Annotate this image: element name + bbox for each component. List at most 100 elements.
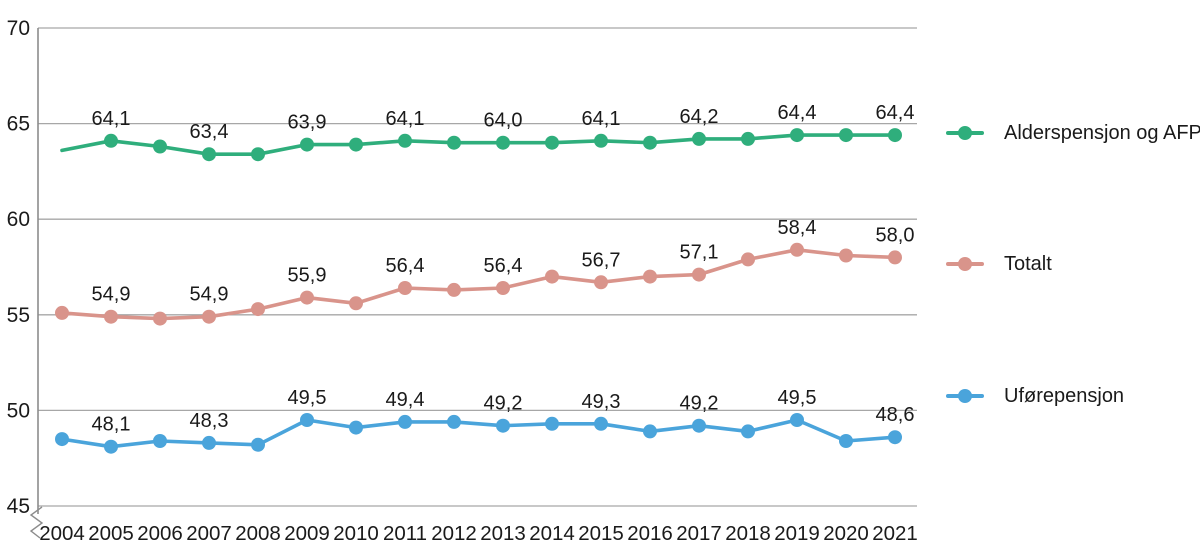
series-line-uf-repensjon xyxy=(60,418,897,449)
data-point-label: 64,1 xyxy=(582,108,621,130)
x-axis-tick-label: 2010 xyxy=(333,522,379,545)
data-point xyxy=(104,133,118,148)
x-axis-tick-label: 2021 xyxy=(872,522,918,545)
data-point xyxy=(839,128,853,143)
data-point-label: 64,4 xyxy=(778,102,817,124)
data-point xyxy=(202,435,216,450)
x-axis-tick-label: 2015 xyxy=(578,522,624,545)
data-point-label: 58,4 xyxy=(778,217,817,239)
data-point xyxy=(202,309,216,324)
data-point xyxy=(692,418,706,433)
data-point xyxy=(447,135,461,150)
data-point xyxy=(790,128,804,143)
data-point xyxy=(839,248,853,263)
data-point xyxy=(251,437,265,452)
data-point xyxy=(790,413,804,427)
data-point xyxy=(300,137,314,152)
data-point xyxy=(496,281,510,295)
data-point xyxy=(300,413,314,427)
data-point xyxy=(643,269,657,284)
data-point xyxy=(692,267,706,282)
axis-break-icon xyxy=(29,506,44,539)
data-point xyxy=(888,430,902,445)
data-point-label: 64,0 xyxy=(484,110,523,132)
data-point-label: 58,0 xyxy=(876,224,915,246)
data-point xyxy=(251,147,265,162)
x-axis-tick-label: 2008 xyxy=(235,522,281,545)
data-point-label: 54,9 xyxy=(190,284,229,306)
x-axis-tick-label: 2016 xyxy=(627,522,673,545)
x-axis-tick-label: 2012 xyxy=(431,522,477,545)
series-line-alderspensjon-og-afp xyxy=(60,133,897,156)
data-point xyxy=(153,139,167,154)
x-axis-tick-label: 2020 xyxy=(823,522,869,545)
data-point xyxy=(643,424,657,439)
data-point-label: 49,4 xyxy=(386,389,425,411)
data-point xyxy=(545,269,559,284)
data-point xyxy=(839,434,853,448)
data-point-label: 64,2 xyxy=(680,106,719,128)
y-axis-tick-label: 45 xyxy=(7,495,30,518)
data-point-label: 56,7 xyxy=(582,249,621,271)
data-point-label: 57,1 xyxy=(680,242,719,264)
data-point xyxy=(202,147,216,162)
data-point xyxy=(349,420,363,435)
data-point xyxy=(398,133,412,148)
data-point xyxy=(741,424,755,439)
data-point-label: 64,4 xyxy=(876,102,915,124)
data-point xyxy=(594,275,608,290)
data-point-label: 54,9 xyxy=(92,284,131,306)
x-axis-tick-label: 2007 xyxy=(186,522,232,545)
data-point xyxy=(496,135,510,150)
data-point xyxy=(643,135,657,150)
y-axis-tick-label: 55 xyxy=(7,304,30,327)
x-axis-tick-label: 2011 xyxy=(383,522,427,545)
x-axis-tick-label: 2004 xyxy=(39,522,85,545)
x-axis-tick-label: 2006 xyxy=(137,522,183,545)
data-point xyxy=(349,137,363,152)
data-point-label: 48,6 xyxy=(876,404,915,426)
y-axis-tick-label: 65 xyxy=(7,113,30,136)
data-point xyxy=(594,133,608,148)
data-point-label: 55,9 xyxy=(288,265,327,287)
data-point xyxy=(251,302,265,317)
data-point xyxy=(104,439,118,454)
data-point xyxy=(55,305,69,320)
data-point-label: 56,4 xyxy=(484,255,523,277)
data-point xyxy=(496,418,510,433)
series-line-totalt xyxy=(60,248,897,321)
data-point-label: 48,3 xyxy=(190,410,229,432)
x-axis-tick-label: 2005 xyxy=(88,522,134,545)
data-point-label: 49,2 xyxy=(484,393,523,415)
data-point xyxy=(300,290,314,305)
data-point xyxy=(398,414,412,429)
data-point xyxy=(398,281,412,295)
data-point xyxy=(594,416,608,431)
data-point xyxy=(55,432,69,447)
data-point xyxy=(153,311,167,326)
data-point-label: 64,1 xyxy=(92,108,131,130)
data-point xyxy=(888,250,902,265)
data-point xyxy=(447,282,461,297)
y-axis-tick-label: 50 xyxy=(7,399,30,422)
x-axis-tick-label: 2013 xyxy=(480,522,526,545)
data-point xyxy=(790,242,804,257)
data-point-label: 49,5 xyxy=(288,387,327,409)
data-point xyxy=(741,252,755,267)
x-axis-tick-label: 2019 xyxy=(774,522,820,545)
data-point-label: 64,1 xyxy=(386,108,425,130)
data-point xyxy=(692,131,706,146)
y-axis-tick-label: 60 xyxy=(7,208,30,231)
data-point-label: 56,4 xyxy=(386,255,425,277)
data-point xyxy=(447,414,461,429)
data-point xyxy=(741,131,755,146)
data-point xyxy=(545,416,559,431)
x-axis-tick-label: 2017 xyxy=(676,522,722,545)
data-point-label: 49,2 xyxy=(680,393,719,415)
data-point-label: 48,1 xyxy=(92,414,131,436)
data-point xyxy=(153,434,167,448)
data-point-label: 49,5 xyxy=(778,387,817,409)
y-axis-tick-label: 70 xyxy=(7,17,30,40)
data-point xyxy=(545,135,559,150)
